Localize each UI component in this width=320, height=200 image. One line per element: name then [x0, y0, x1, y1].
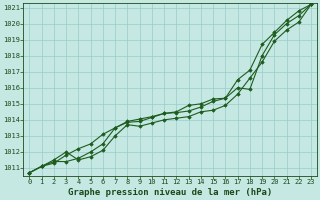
X-axis label: Graphe pression niveau de la mer (hPa): Graphe pression niveau de la mer (hPa): [68, 188, 272, 197]
